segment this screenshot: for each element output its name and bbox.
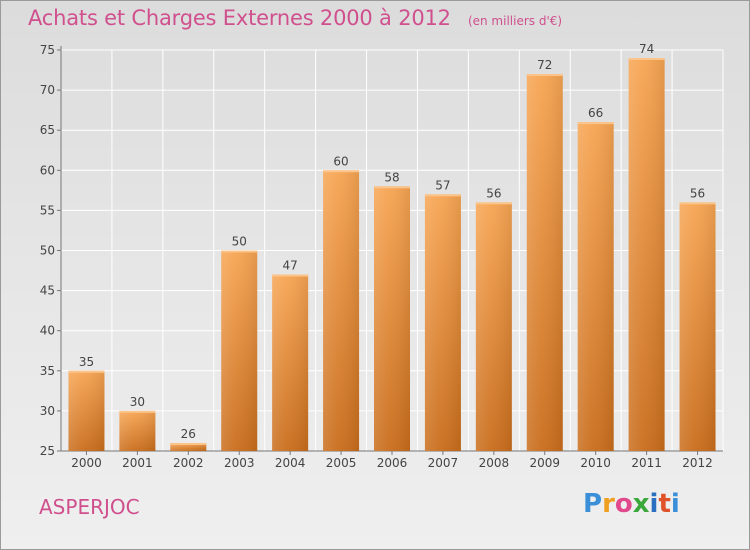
- x-tick-label: 2003: [224, 456, 255, 470]
- bar-top: [526, 74, 563, 77]
- bar-shine: [475, 202, 512, 451]
- proxiti-logo: Proxiti: [583, 489, 680, 519]
- bar-top: [119, 410, 156, 413]
- y-tick-label: 65: [40, 123, 55, 137]
- value-label: 35: [79, 355, 94, 369]
- bar-top: [221, 250, 258, 253]
- label-layer: 2000 35 2001 30 2002 26 2003 50 2004 47 2005 60 2006…: [71, 42, 713, 470]
- x-tick-label: 2008: [479, 456, 510, 470]
- logo-letter: x: [632, 489, 650, 519]
- bar-top: [424, 194, 461, 197]
- bar-shine: [272, 274, 309, 451]
- value-label: 60: [333, 154, 348, 168]
- y-tick-label: 45: [40, 284, 55, 298]
- bar-shine: [170, 442, 207, 451]
- y-tick-label: 40: [40, 324, 55, 338]
- x-tick-label: 2002: [173, 456, 204, 470]
- bar-shine: [526, 74, 563, 451]
- commune-name: ASPERJOC: [39, 495, 140, 519]
- logo-letter: t: [658, 489, 671, 519]
- value-label: 47: [283, 259, 298, 273]
- x-tick-label: 2011: [631, 456, 662, 470]
- y-tick-label: 30: [40, 404, 55, 418]
- bar-top: [323, 170, 360, 173]
- bar-shine: [221, 250, 258, 451]
- logo-letter: r: [602, 489, 615, 519]
- value-label: 66: [588, 106, 603, 120]
- bar-shine: [628, 58, 665, 452]
- bar-top: [68, 370, 105, 373]
- value-label: 30: [130, 395, 145, 409]
- logo-letter: i: [649, 489, 659, 519]
- chart-title: Achats et Charges Externes 2000 à 2012: [28, 6, 451, 30]
- value-label: 72: [537, 58, 552, 72]
- value-label: 57: [435, 178, 450, 192]
- bar-layer: [68, 58, 716, 452]
- value-label: 56: [486, 186, 501, 200]
- y-tick-label: 70: [40, 83, 55, 97]
- bar-top: [475, 202, 512, 205]
- bar-top: [170, 442, 207, 445]
- x-tick-label: 2009: [529, 456, 560, 470]
- bar-shine: [424, 194, 461, 452]
- value-label: 26: [181, 427, 196, 441]
- bar-top: [374, 186, 410, 189]
- x-tick-label: 2001: [122, 456, 153, 470]
- value-label: 56: [690, 186, 705, 200]
- bar-shine: [119, 410, 156, 451]
- bar-shine: [68, 370, 105, 451]
- logo-letter: i: [670, 489, 680, 519]
- x-tick-label: 2007: [428, 456, 459, 470]
- y-tick-label: 25: [40, 444, 55, 458]
- bar-top: [577, 122, 614, 125]
- y-tick-label: 75: [40, 43, 55, 57]
- y-tick-label: 60: [40, 163, 55, 177]
- x-tick-label: 2010: [580, 456, 611, 470]
- x-tick-label: 2000: [71, 456, 102, 470]
- logo-letter: o: [614, 489, 633, 519]
- x-tick-label: 2006: [377, 456, 408, 470]
- x-tick-label: 2004: [275, 456, 306, 470]
- bar-top: [679, 202, 716, 205]
- x-tick-label: 2005: [326, 456, 357, 470]
- bar-shine: [323, 170, 360, 452]
- bar-shine: [679, 202, 716, 451]
- logo-letter: P: [583, 489, 603, 519]
- y-tick-label: 55: [40, 203, 55, 217]
- y-tick-label: 35: [40, 364, 55, 378]
- bar-shine: [577, 122, 614, 452]
- value-label: 74: [639, 42, 654, 56]
- title-row: Achats et Charges Externes 2000 à 2012 (…: [28, 6, 562, 30]
- chart-subtitle: (en milliers d'€): [467, 14, 563, 28]
- bar-top: [272, 274, 309, 277]
- bar-top: [628, 58, 665, 61]
- bar-shine: [374, 186, 410, 451]
- y-tick-label: 50: [40, 244, 55, 258]
- x-tick-label: 2012: [682, 456, 713, 470]
- value-label: 58: [384, 170, 399, 184]
- value-label: 50: [232, 235, 247, 249]
